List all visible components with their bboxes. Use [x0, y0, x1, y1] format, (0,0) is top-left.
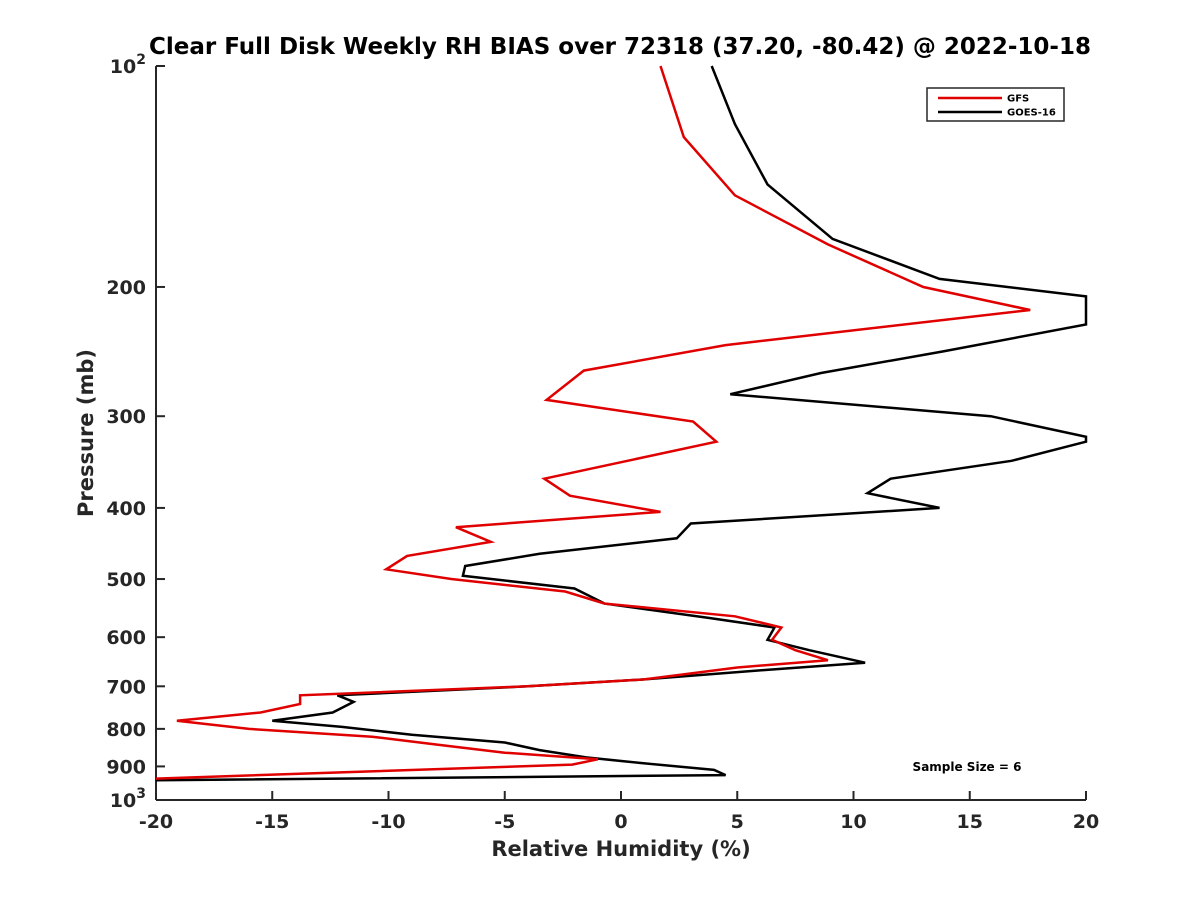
- y-tick-label: 200: [106, 277, 146, 299]
- axes: [155, 66, 1086, 801]
- y-tick-label: 400: [106, 498, 146, 520]
- sample-size-annotation: Sample Size = 6: [913, 760, 1022, 774]
- y-tick-label: 900: [106, 756, 146, 778]
- y-tick-label: 800: [106, 719, 146, 741]
- legend: GFS GOES-16: [926, 87, 1065, 122]
- x-tick-label: 5: [731, 811, 744, 833]
- y-tick-label: 600: [106, 627, 146, 649]
- series-line-goes-16: [155, 65, 1088, 782]
- legend-label: GOES-16: [1007, 108, 1056, 119]
- series-layer: [155, 65, 1088, 782]
- legend-label: GFS: [1007, 94, 1029, 105]
- y-tick-label: 102: [110, 52, 146, 78]
- y-axis-label: Pressure (mb): [74, 349, 98, 517]
- x-tick-label: 20: [1073, 811, 1099, 833]
- y-tick-label: 700: [106, 676, 146, 698]
- x-ticks: -20 -15 -10 -5 0 5 10 15 20: [139, 791, 1099, 833]
- legend-box: [926, 87, 1065, 122]
- x-tick-label: 15: [957, 811, 983, 833]
- y-tick-label: 500: [106, 569, 146, 591]
- x-tick-label: 0: [614, 811, 627, 833]
- chart-title: Clear Full Disk Weekly RH BIAS over 7231…: [149, 34, 1091, 60]
- series-line-gfs: [155, 65, 1031, 780]
- y-ticks: 102 200 300 400 500 600 700 800 900 103: [106, 52, 165, 812]
- x-axis-label: Relative Humidity (%): [491, 837, 750, 861]
- y-tick-label: 300: [106, 406, 146, 428]
- x-tick-label: -15: [255, 811, 289, 833]
- x-tick-label: -5: [494, 811, 515, 833]
- y-tick-label: 103: [110, 786, 146, 812]
- x-tick-label: 10: [840, 811, 866, 833]
- x-tick-label: -20: [139, 811, 173, 833]
- x-tick-label: -10: [371, 811, 405, 833]
